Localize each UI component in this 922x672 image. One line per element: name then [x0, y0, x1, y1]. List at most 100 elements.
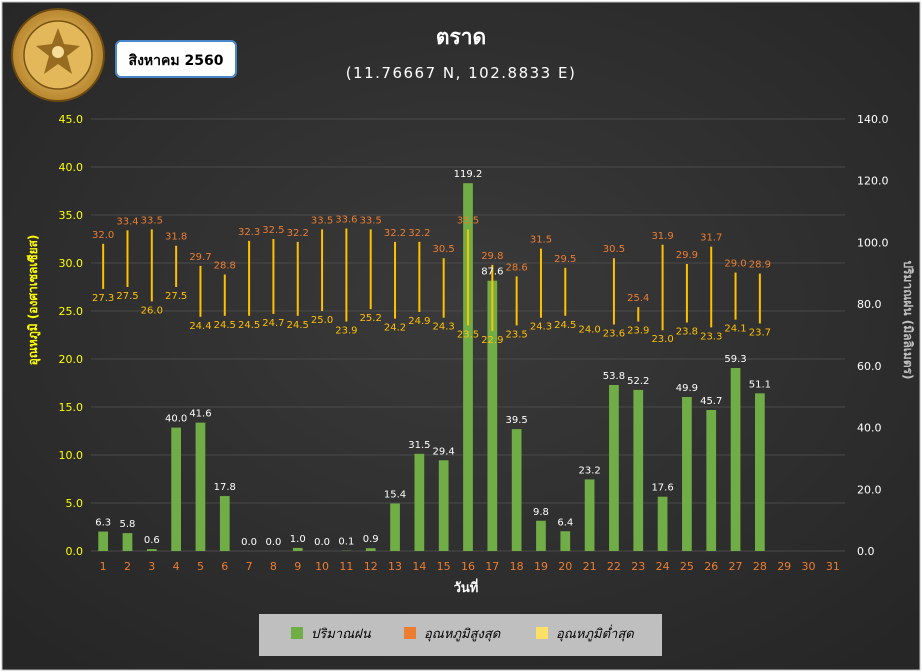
- rain-bar: [511, 429, 522, 551]
- tmax-data-label: 32.0: [92, 230, 114, 241]
- tmin-data-label: 23.5: [506, 329, 528, 340]
- rain-bar: [195, 422, 206, 551]
- tmin-data-label: 24.5: [238, 320, 260, 331]
- right-tick-label: 140.0: [857, 113, 889, 126]
- tmax-data-label: 31.7: [700, 233, 722, 244]
- left-tick-label: 20.0: [59, 353, 84, 366]
- tmax-data-label: 29.0: [724, 259, 746, 270]
- tmax-data-label: 31.9: [651, 231, 673, 242]
- x-tick-label: 30: [802, 560, 816, 573]
- x-tick-label: 11: [339, 560, 353, 573]
- x-tick-label: 28: [753, 560, 767, 573]
- tmax-data-label: 29.5: [554, 254, 576, 265]
- right-tick-label: 40.0: [857, 422, 882, 435]
- tmin-data-label: 23.9: [627, 326, 649, 337]
- right-tick-label: 120.0: [857, 175, 889, 188]
- tmin-data-label: 24.1: [724, 324, 746, 335]
- x-tick-label: 6: [221, 560, 228, 573]
- legend-tmin-label: อุณหภูมิต่ำสุด: [556, 624, 634, 642]
- x-tick-label: 23: [631, 560, 645, 573]
- x-tick-label: 3: [148, 560, 155, 573]
- x-tick-label: 21: [583, 560, 597, 573]
- legend-tmax-swatch: [404, 627, 416, 639]
- rain-bar: [609, 384, 619, 551]
- tmin-data-label: 24.5: [554, 320, 576, 331]
- x-tick-label: 4: [173, 560, 180, 573]
- left-tick-label: 30.0: [59, 257, 84, 270]
- rain-data-label: 0.9: [363, 534, 379, 545]
- tmin-data-label: 24.7: [262, 318, 284, 329]
- x-tick-label: 7: [246, 560, 253, 573]
- rain-bar: [365, 548, 376, 551]
- tmin-data-label: 24.9: [408, 316, 430, 327]
- tmax-data-label: 28.9: [749, 260, 771, 271]
- rain-data-label: 29.4: [433, 446, 455, 457]
- tmax-data-label: 33.6: [335, 214, 357, 225]
- tmin-data-label: 23.9: [335, 326, 357, 337]
- x-tick-label: 15: [437, 560, 451, 573]
- rain-bar: [487, 280, 498, 551]
- rain-data-label: 17.8: [214, 482, 236, 493]
- tmax-data-label: 29.7: [189, 252, 211, 263]
- plot-area: 0.05.010.015.020.025.030.035.040.045.00.…: [59, 113, 889, 573]
- rain-bar: [146, 549, 157, 551]
- left-tick-label: 10.0: [59, 449, 84, 462]
- tmax-data-label: 32.3: [238, 227, 260, 238]
- x-tick-label: 17: [485, 560, 499, 573]
- right-tick-label: 100.0: [857, 236, 889, 249]
- tmax-data-label: 33.5: [311, 215, 333, 226]
- tmin-data-label: 24.2: [384, 323, 406, 334]
- x-axis-title: วันที่: [454, 578, 479, 596]
- x-tick-label: 27: [729, 560, 743, 573]
- legend: ปริมาณฝน อุณหภูมิสูงสุด อุณหภูมิต่ำสุด: [259, 614, 662, 656]
- rain-bar: [536, 520, 546, 551]
- x-tick-label: 25: [680, 560, 694, 573]
- x-tick-label: 5: [197, 560, 204, 573]
- tmax-data-label: 32.2: [408, 228, 430, 239]
- left-tick-label: 0.0: [66, 545, 84, 558]
- tmin-data-label: 24.3: [433, 322, 455, 333]
- chart-subtitle: (11.76667 N, 102.8833 E): [346, 64, 577, 82]
- tmax-data-label: 32.2: [384, 228, 406, 239]
- right-tick-label: 0.0: [857, 545, 875, 558]
- tmax-data-label: 33.5: [457, 215, 479, 226]
- rain-bar: [560, 531, 571, 551]
- rain-data-label: 6.4: [557, 517, 573, 528]
- rain-data-label: 23.2: [578, 465, 600, 476]
- tmin-data-label: 24.5: [287, 320, 309, 331]
- tmin-data-label: 23.5: [457, 329, 479, 340]
- rain-data-label: 59.3: [724, 354, 746, 365]
- tmax-data-label: 29.8: [481, 251, 503, 262]
- tmax-data-label: 28.6: [506, 262, 528, 273]
- rain-bar: [584, 479, 595, 551]
- x-tick-label: 31: [826, 560, 840, 573]
- rain-data-label: 17.6: [651, 483, 673, 494]
- legend-tmax-label: อุณหภูมิสูงสุด: [424, 627, 501, 642]
- tmax-data-label: 30.5: [433, 244, 455, 255]
- rain-bar: [438, 460, 449, 551]
- legend-rain-swatch: [291, 627, 303, 639]
- right-tick-label: 60.0: [857, 360, 882, 373]
- rain-data-label: 5.8: [120, 519, 136, 530]
- rain-data-label: 6.3: [95, 518, 111, 529]
- rain-data-label: 0.0: [265, 537, 281, 548]
- rain-data-label: 1.0: [290, 534, 306, 545]
- x-tick-label: 13: [388, 560, 402, 573]
- tmax-data-label: 33.5: [360, 215, 382, 226]
- rain-data-label: 52.2: [627, 376, 649, 387]
- tmax-data-label: 31.5: [530, 235, 552, 246]
- x-tick-label: 26: [704, 560, 718, 573]
- x-tick-label: 8: [270, 560, 277, 573]
- legend-box: [259, 614, 662, 656]
- meteorological-department-logo: [11, 8, 105, 102]
- rain-data-label: 53.8: [603, 371, 625, 382]
- rain-data-label: 119.2: [454, 169, 483, 180]
- x-tick-label: 16: [461, 560, 475, 573]
- rain-data-label: 31.5: [408, 440, 430, 451]
- tmin-data-label: 27.5: [165, 291, 187, 302]
- tmin-data-label: 24.5: [214, 320, 236, 331]
- tmin-data-label: 23.3: [700, 331, 722, 342]
- tmin-data-label: 23.8: [676, 327, 698, 338]
- left-tick-label: 40.0: [59, 161, 84, 174]
